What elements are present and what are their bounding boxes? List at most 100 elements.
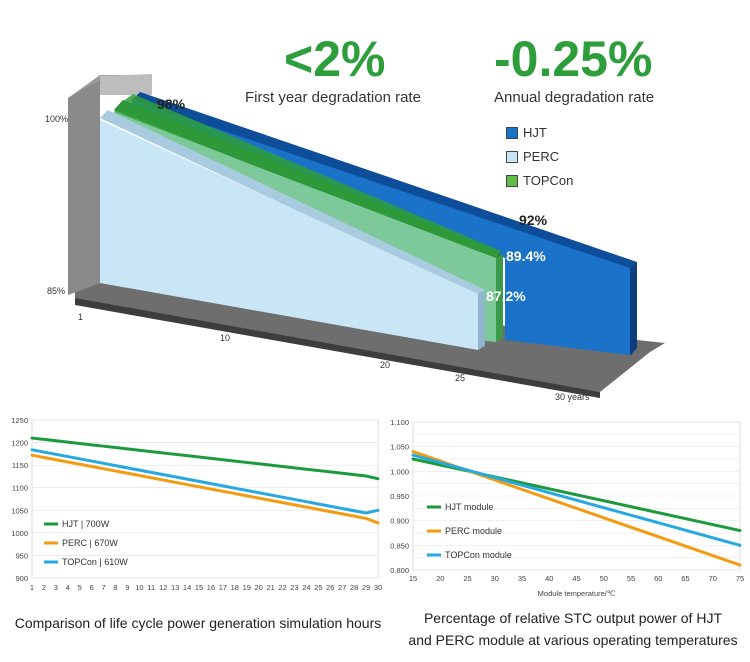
value-label-perc-end: 87.2%	[486, 288, 526, 304]
y-tick-label: 1000	[11, 529, 28, 538]
x-tick-label: 50	[600, 574, 608, 583]
y-tick-label: 0.850	[390, 541, 409, 550]
x-label-20: 20	[380, 360, 390, 370]
x-tick-label: 25	[463, 574, 471, 583]
hjt-slab-side	[132, 92, 637, 272]
annual-value: -0.25%	[494, 31, 653, 87]
x-tick-label: 45	[572, 574, 580, 583]
x-tick-label: 40	[545, 574, 553, 583]
first-year-label: First year degradation rate	[245, 89, 421, 106]
x-tick-label: 55	[627, 574, 635, 583]
legend-swatch-topcon	[506, 175, 518, 187]
x-tick-label: 35	[518, 574, 526, 583]
legend-label-2: TOPCon | 610W	[62, 557, 128, 567]
x-tick-label: 29	[362, 583, 370, 592]
caption-temperature-line1: Percentage of relative STC output power …	[423, 610, 723, 626]
y-tick-label: 1.100	[390, 418, 409, 427]
y-tick-label: 0.800	[390, 566, 409, 575]
y-tick-label: 1050	[11, 506, 28, 515]
degradation-3d-chart: 100% 85% 1 10 20 25 30 years	[45, 74, 665, 402]
x-tick-label: 22	[278, 583, 286, 592]
temperature-chart: 0.800 0.850 0.900 0.950 1.000 1.050 1.100 15 20 2…	[390, 418, 744, 598]
first-year-value: <2%	[284, 31, 386, 87]
x-tick-label: 2	[42, 583, 46, 592]
x-tick-label: 11	[147, 583, 155, 592]
x-tick-label: 21	[266, 583, 274, 592]
x-tick-label: 26	[326, 583, 334, 592]
x-tick-label: 30	[374, 583, 382, 592]
y-tick-label: 1200	[11, 439, 28, 448]
x-tick-label: 6	[90, 583, 94, 592]
x-tick-label: 8	[113, 583, 117, 592]
value-label-hjt-end: 92%	[519, 212, 548, 228]
y-label-100: 100%	[45, 114, 68, 124]
x-tick-label: 16	[207, 583, 215, 592]
x-tick-label: 10	[135, 583, 143, 592]
legend-label-0: HJT module	[445, 502, 493, 512]
x-tick-label: 19	[243, 583, 251, 592]
x-tick-label: 18	[231, 583, 239, 592]
x-tick-label: 5	[78, 583, 82, 592]
x-label-1: 1	[78, 312, 83, 322]
series-line-2	[30, 448, 380, 515]
x-tick-label: 20	[436, 574, 444, 583]
caption-temperature-line2: and PERC module at various operating tem…	[408, 632, 738, 648]
x-axis-label: Module temperature/℃	[538, 589, 616, 598]
x-tick-label: 65	[681, 574, 689, 583]
x-tick-label: 12	[159, 583, 167, 592]
y-tick-label: 1250	[11, 416, 28, 425]
perc-slab	[100, 120, 478, 350]
x-label-10: 10	[220, 333, 230, 343]
annual-label: Annual degradation rate	[494, 89, 655, 106]
x-tick-label: 28	[350, 583, 358, 592]
x-tick-label: 70	[709, 574, 717, 583]
y-label-85: 85%	[47, 286, 65, 296]
legend-label-0: HJT | 700W	[62, 519, 110, 529]
x-tick-label: 75	[736, 574, 744, 583]
series-line-1	[30, 453, 380, 525]
x-tick-label: 15	[195, 583, 203, 592]
y-tick-label: 1100	[12, 484, 28, 493]
hjt-slab	[132, 100, 630, 355]
x-tick-label: 60	[654, 574, 662, 583]
x-label-30-years: 30 years	[555, 392, 590, 402]
x-tick-label: 24	[302, 583, 310, 592]
x-tick-label: 30	[491, 574, 499, 583]
series-line-2	[411, 453, 742, 547]
legend-label-2: TOPCon module	[445, 550, 512, 560]
x-tick-label: 9	[125, 583, 129, 592]
x-tick-label: 25	[314, 583, 322, 592]
x-tick-label: 1	[30, 583, 34, 592]
value-label-topcon-end: 89.4%	[506, 248, 546, 264]
caption-power-generation: Comparison of life cycle power generatio…	[14, 615, 382, 631]
x-tick-label: 14	[183, 583, 191, 592]
y-tick-label: 1150	[12, 461, 28, 470]
x-tick-label: 20	[255, 583, 263, 592]
legend-label-1: PERC | 670W	[62, 538, 118, 548]
x-tick-label: 13	[171, 583, 179, 592]
y-tick-label: 900	[15, 574, 28, 583]
series-line-0	[30, 436, 380, 481]
x-tick-label: 23	[290, 583, 298, 592]
legend-label-hjt: HJT	[523, 125, 547, 140]
x-tick-label: 17	[219, 583, 227, 592]
value-label-start: 98%	[157, 96, 186, 112]
legend-label-topcon: TOPCon	[523, 173, 574, 188]
legend-label-perc: PERC	[523, 149, 560, 164]
legend-swatch-perc	[506, 151, 518, 163]
x-tick-label: 27	[338, 583, 346, 592]
x-tick-label: 4	[66, 583, 70, 592]
x-tick-label: 7	[102, 583, 106, 592]
y-tick-label: 0.900	[390, 517, 409, 526]
y-tick-label: 950	[15, 551, 28, 560]
x-tick-label: 3	[54, 583, 58, 592]
y-tick-label: 0.950	[390, 492, 409, 501]
chart-floor	[75, 282, 665, 392]
y-tick-label: 1.050	[390, 443, 409, 452]
y-tick-label: 1.000	[390, 467, 409, 476]
x-tick-label: 15	[409, 574, 417, 583]
x-label-25: 25	[455, 373, 465, 383]
legend-label-1: PERC module	[445, 526, 502, 536]
legend-swatch-hjt	[506, 127, 518, 139]
